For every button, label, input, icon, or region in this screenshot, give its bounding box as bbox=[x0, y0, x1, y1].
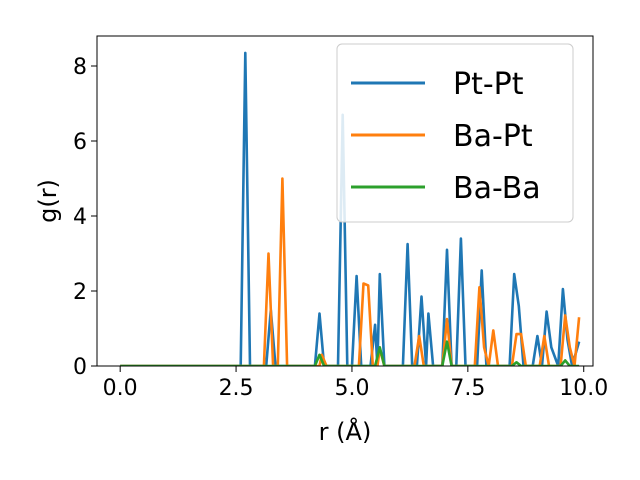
series-layer bbox=[120, 51, 581, 366]
x-tick-label: 5.0 bbox=[334, 376, 369, 401]
series-line-ba-ba bbox=[120, 340, 580, 366]
legend-label: Ba-Pt bbox=[453, 119, 533, 154]
x-tick-label: 0.0 bbox=[103, 376, 138, 401]
x-tick-label: 2.5 bbox=[219, 376, 254, 401]
ticks-layer: 0.0 2.5 5.0 7.5 10.0 0 2 4 6 8 bbox=[73, 55, 608, 401]
legend-label: Ba-Ba bbox=[453, 171, 541, 206]
y-tick-label: 2 bbox=[73, 280, 87, 305]
legend-label: Pt-Pt bbox=[453, 67, 524, 102]
legend-frame bbox=[336, 43, 574, 223]
y-tick-label: 6 bbox=[73, 130, 87, 155]
series-line-pt-pt bbox=[120, 51, 581, 366]
x-tick-label: 10.0 bbox=[559, 376, 608, 401]
y-tick-label: 0 bbox=[73, 355, 87, 380]
y-axis-label: g(r) bbox=[34, 179, 62, 223]
y-tick-label: 4 bbox=[73, 205, 87, 230]
legend: Pt-Pt Ba-Pt Ba-Ba bbox=[336, 43, 574, 223]
series-line-ba-pt bbox=[120, 177, 581, 366]
axes-frame bbox=[96, 35, 594, 367]
x-axis-label: r (Å) bbox=[319, 417, 372, 446]
y-tick-label: 8 bbox=[73, 55, 87, 80]
x-tick-label: 7.5 bbox=[450, 376, 485, 401]
